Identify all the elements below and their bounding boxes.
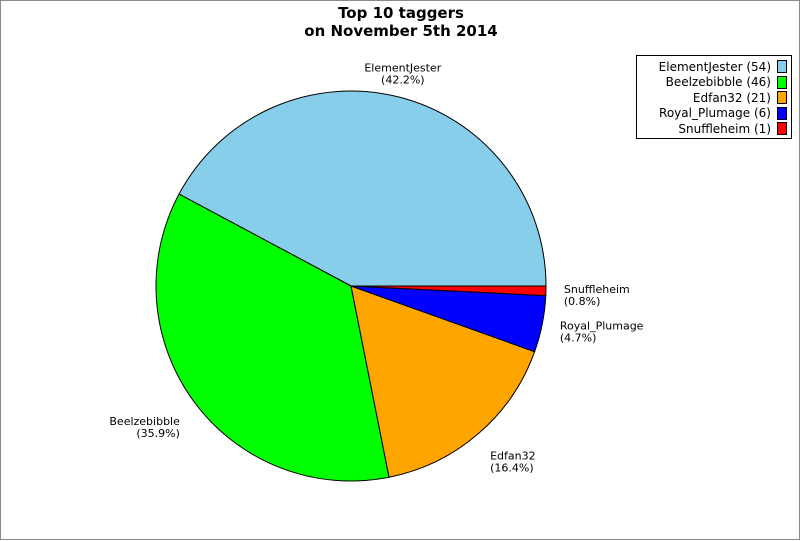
slice-label-elementjester: ElementJester [364,61,441,74]
pie-slice-snuffleheim [350,285,547,297]
slice-label-royal-plumage: Royal_Plumage [560,320,644,333]
pie-slice-edfan32 [350,285,536,478]
legend-label: Beelzebibble (46) [665,75,771,90]
slice-percent-snuffleheim: (0.8%) [564,295,601,308]
slice-labels: ElementJester(42.2%) Beelzebibble(35.9%) E… [109,61,643,474]
legend-label: Snuffleheim (1) [678,121,771,136]
slice-percent-edfan32: (16.4%) [490,461,534,474]
legend-swatch [777,75,787,89]
legend-label: Edfan32 (21) [692,90,771,105]
slice-label-edfan32: Edfan32 [490,449,536,462]
legend-label: ElementJester (54) [658,59,771,74]
pie-slices [155,90,547,482]
legend-entry-royal-plumage: Royal_Plumage (6) [641,106,787,122]
legend-label: Royal_Plumage (6) [659,106,771,121]
chart-title: Top 10 taggers on November 5th 2014 [1,4,800,40]
chart-title-line-1: Top 10 taggers [338,4,464,22]
legend-swatch [777,106,787,120]
slice-label-beelzebibble: Beelzebibble [109,415,180,428]
legend-swatch [777,60,787,74]
slice-percent-royal-plumage: (4.7%) [560,332,597,345]
pie-slice-beelzebibble [155,193,390,482]
legend-swatch [777,91,787,105]
slice-percent-beelzebibble: (35.9%) [136,427,180,440]
legend-swatch [777,122,787,136]
slice-label-snuffleheim: Snuffleheim [564,283,630,296]
slice-percent-elementjester: (42.2%) [381,73,425,86]
legend-entry-beelzebibble: Beelzebibble (46) [641,75,787,91]
pie-slice-elementjester [178,90,547,287]
legend-entry-elementjester: ElementJester (54) [641,59,787,75]
legend: ElementJester (54) Beelzebibble (46) Edfan… [636,55,792,139]
legend-entry-snuffleheim: Snuffleheim (1) [641,121,787,137]
chart-title-line-2: on November 5th 2014 [304,22,498,40]
legend-entry-edfan32: Edfan32 (21) [641,90,787,106]
